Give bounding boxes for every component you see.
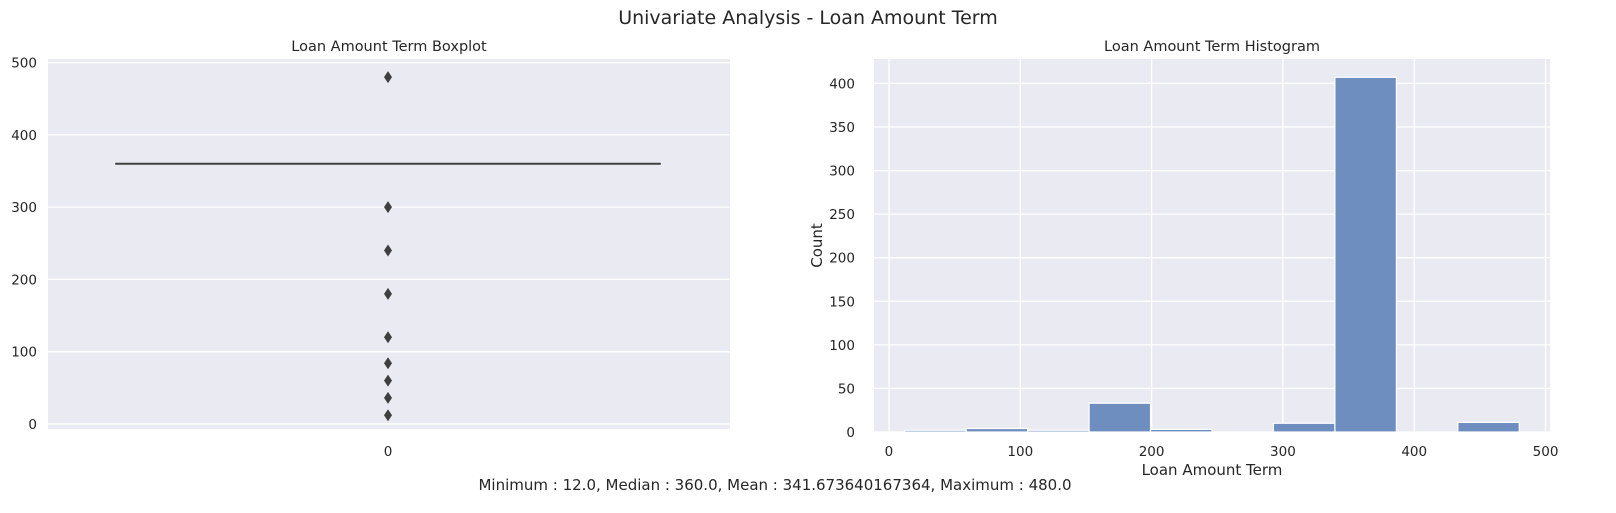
boxplot-y-tick-label: 500 <box>11 56 37 72</box>
histogram-y-tick-label: 150 <box>829 294 855 310</box>
histogram-panel: 0 50 100 150 200 250 300 350 400 0 100 200 300 400 500… <box>808 39 1558 479</box>
boxplot-plot-area <box>48 59 730 429</box>
histogram-x-tick-label: 100 <box>1007 444 1033 460</box>
histogram-bar <box>1272 422 1336 433</box>
histogram-y-tick-label: 50 <box>838 381 855 397</box>
boxplot-outlier-point <box>384 374 392 387</box>
histogram-gridlines <box>874 59 1550 433</box>
histogram-tick-labels: 0 50 100 150 200 250 300 350 400 0 100 200 300 400 500 <box>829 76 1558 460</box>
boxplot-outlier-point <box>384 391 392 404</box>
boxplot-y-tick-label: 100 <box>11 345 37 361</box>
histogram-y-tick-label: 100 <box>829 338 855 354</box>
boxplot-tick-labels: 0 100 200 300 400 500 0 <box>11 56 392 460</box>
boxplot-x-tick-label: 0 <box>384 444 393 460</box>
histogram-y-tick-label: 350 <box>829 120 855 136</box>
histogram-x-axis-label: Loan Amount Term <box>1142 461 1283 479</box>
histogram-y-tick-label: 300 <box>829 164 855 180</box>
boxplot-title: Loan Amount Term Boxplot <box>291 39 487 55</box>
histogram-plot-area <box>874 59 1550 432</box>
boxplot-outlier-point <box>384 357 392 370</box>
boxplot-outlier-point <box>384 409 392 422</box>
histogram-bar <box>965 427 1029 433</box>
boxplot-outlier-point <box>384 71 392 84</box>
boxplot-y-tick-label: 400 <box>11 128 37 144</box>
histogram-bar <box>1334 76 1397 433</box>
summary-statistics: Minimum : 12.0, Median : 360.0, Mean : 3… <box>478 476 1071 494</box>
boxplot-gridlines <box>48 61 730 425</box>
histogram-y-tick-label: 250 <box>829 207 855 223</box>
histogram-bar <box>1457 421 1520 433</box>
boxplot-y-tick-label: 300 <box>11 200 37 216</box>
boxplot-outlier-point <box>384 244 392 257</box>
histogram-bar <box>904 429 967 433</box>
histogram-y-tick-label: 0 <box>846 425 855 441</box>
boxplot-marks <box>115 71 661 422</box>
histogram-title: Loan Amount Term Histogram <box>1104 39 1320 55</box>
boxplot-y-tick-label: 200 <box>11 272 37 288</box>
histogram-x-tick-label: 0 <box>885 444 894 460</box>
histogram-bar <box>1027 429 1090 433</box>
histogram-y-axis-label: Count <box>808 223 826 268</box>
histogram-y-tick-label: 200 <box>829 251 855 267</box>
histogram-x-tick-label: 400 <box>1401 444 1427 460</box>
figure-suptitle: Univariate Analysis - Loan Amount Term <box>618 7 998 29</box>
histogram-bars <box>904 76 1520 433</box>
boxplot-outlier-point <box>384 331 392 344</box>
histogram-bar <box>1149 428 1213 433</box>
boxplot-outlier-point <box>384 201 392 214</box>
boxplot-outlier-point <box>384 287 392 300</box>
boxplot-y-tick-label: 0 <box>28 417 37 433</box>
histogram-x-tick-label: 500 <box>1533 444 1559 460</box>
histogram-x-tick-label: 300 <box>1270 444 1296 460</box>
histogram-bar <box>1088 402 1152 433</box>
boxplot-panel: 0 100 200 300 400 500 0 Loan Amount Term Boxpl… <box>11 39 730 460</box>
histogram-y-tick-label: 400 <box>829 76 855 92</box>
histogram-x-tick-label: 200 <box>1139 444 1165 460</box>
